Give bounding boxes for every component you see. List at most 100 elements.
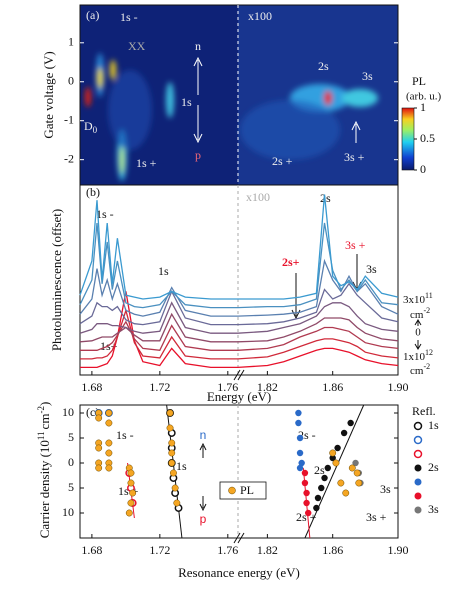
legend-label: 1s	[428, 418, 439, 432]
data-point	[295, 409, 302, 417]
data-point	[95, 414, 103, 422]
annotation: XX	[128, 39, 146, 53]
density-label: cm	[410, 365, 424, 377]
data-point	[329, 454, 336, 462]
x-tick-label: 1.86	[322, 380, 343, 394]
legend-label: 3s	[428, 502, 439, 516]
axis-break	[233, 369, 245, 381]
annotation: 3s	[362, 69, 373, 83]
colorbar	[401, 107, 415, 171]
data-point	[301, 479, 309, 487]
y-axis-label: 11	[36, 431, 46, 440]
data-point	[105, 409, 113, 417]
data-point	[166, 409, 174, 417]
data-point	[321, 474, 328, 482]
annotation: n	[195, 39, 201, 53]
x-tick-label: 1.72	[149, 380, 170, 394]
data-point	[127, 499, 135, 507]
data-point	[168, 459, 176, 467]
legend-marker	[414, 492, 422, 500]
frame	[79, 184, 399, 376]
annotation: 1s	[176, 459, 187, 473]
annotation: 1s -	[120, 10, 138, 24]
density-label: 12	[425, 348, 433, 357]
annotation: 3s +	[344, 150, 365, 164]
density-label: 3x10	[403, 294, 426, 306]
annotation: 2s +	[272, 154, 293, 168]
x-tick-label: 1.82	[257, 543, 278, 557]
annotation: D	[84, 119, 93, 133]
annotation: n	[200, 428, 207, 442]
data-point	[303, 489, 310, 497]
y-axis-label: Carrier density (10	[37, 440, 52, 538]
arrow	[414, 319, 422, 350]
annotation: 1s	[158, 264, 169, 278]
x-tick-label: 1.72	[149, 543, 170, 557]
data-point	[95, 464, 103, 472]
spectrum	[79, 268, 238, 317]
colorbar-tick-label: 0.5	[420, 131, 435, 145]
data-point	[125, 509, 133, 517]
data-point	[348, 464, 356, 472]
y-tick-label: 0	[68, 455, 74, 469]
x-tick-label: 1.86	[322, 543, 343, 557]
data-point	[169, 469, 177, 477]
annotation: 1s	[181, 95, 192, 109]
annotation: x100	[248, 9, 272, 23]
spectrum	[237, 326, 399, 351]
colorbar-unit: (arb. u.)	[406, 91, 441, 103]
data-point	[166, 424, 174, 432]
annotation: p	[200, 512, 207, 526]
data-point	[173, 499, 181, 507]
legend-marker	[414, 478, 422, 486]
data-point	[127, 469, 135, 477]
density-label: -2	[423, 306, 430, 315]
y-tick-label: -1	[64, 112, 74, 126]
data-point	[355, 479, 363, 487]
spectrum	[79, 312, 238, 343]
x-axis-label: Energy (eV)	[207, 389, 271, 404]
data-point	[324, 464, 331, 472]
y-tick-label: 0	[68, 74, 74, 88]
y-axis-label: cm	[37, 414, 52, 430]
spectrum	[237, 302, 399, 334]
legend-label: 2s	[428, 460, 439, 474]
spectrum	[237, 282, 399, 326]
annotation: 2s	[314, 463, 325, 477]
legend-marker	[414, 506, 422, 514]
data-point	[298, 459, 305, 467]
density-label: 1x1012	[403, 348, 433, 363]
legend-title: Refl.	[412, 404, 436, 418]
data-point	[318, 484, 325, 492]
arrow	[193, 56, 203, 144]
panel-label: (b)	[86, 185, 100, 199]
data-point	[352, 459, 359, 467]
y-tick-label: -2	[64, 151, 74, 165]
data-point	[129, 489, 137, 497]
arrow	[351, 120, 361, 143]
legend-label: PL	[240, 483, 254, 497]
annotation: 1s +	[136, 156, 157, 170]
fit-line	[304, 404, 365, 539]
density-label: cm-2	[410, 362, 430, 377]
x-tick-label: 1.90	[388, 380, 409, 394]
density-label: cm-2	[410, 306, 430, 321]
annotation: 2s	[318, 59, 329, 73]
x-tick-label: 1.76	[217, 543, 238, 557]
data-point	[332, 459, 340, 467]
data-point	[171, 484, 179, 492]
panel-label: (a)	[86, 8, 99, 22]
data-point	[303, 499, 310, 507]
annotation: 3s +	[345, 238, 366, 252]
legend-marker	[228, 486, 236, 495]
data-point	[95, 444, 103, 452]
legend-marker	[413, 449, 423, 459]
x-tick-label: 1.82	[257, 380, 278, 394]
density-label: 3x1011	[403, 291, 433, 306]
data-point	[301, 469, 309, 477]
annotation: 3s	[380, 482, 391, 496]
data-point	[334, 444, 341, 452]
legend-marker	[414, 464, 422, 472]
legend-marker	[413, 435, 423, 445]
